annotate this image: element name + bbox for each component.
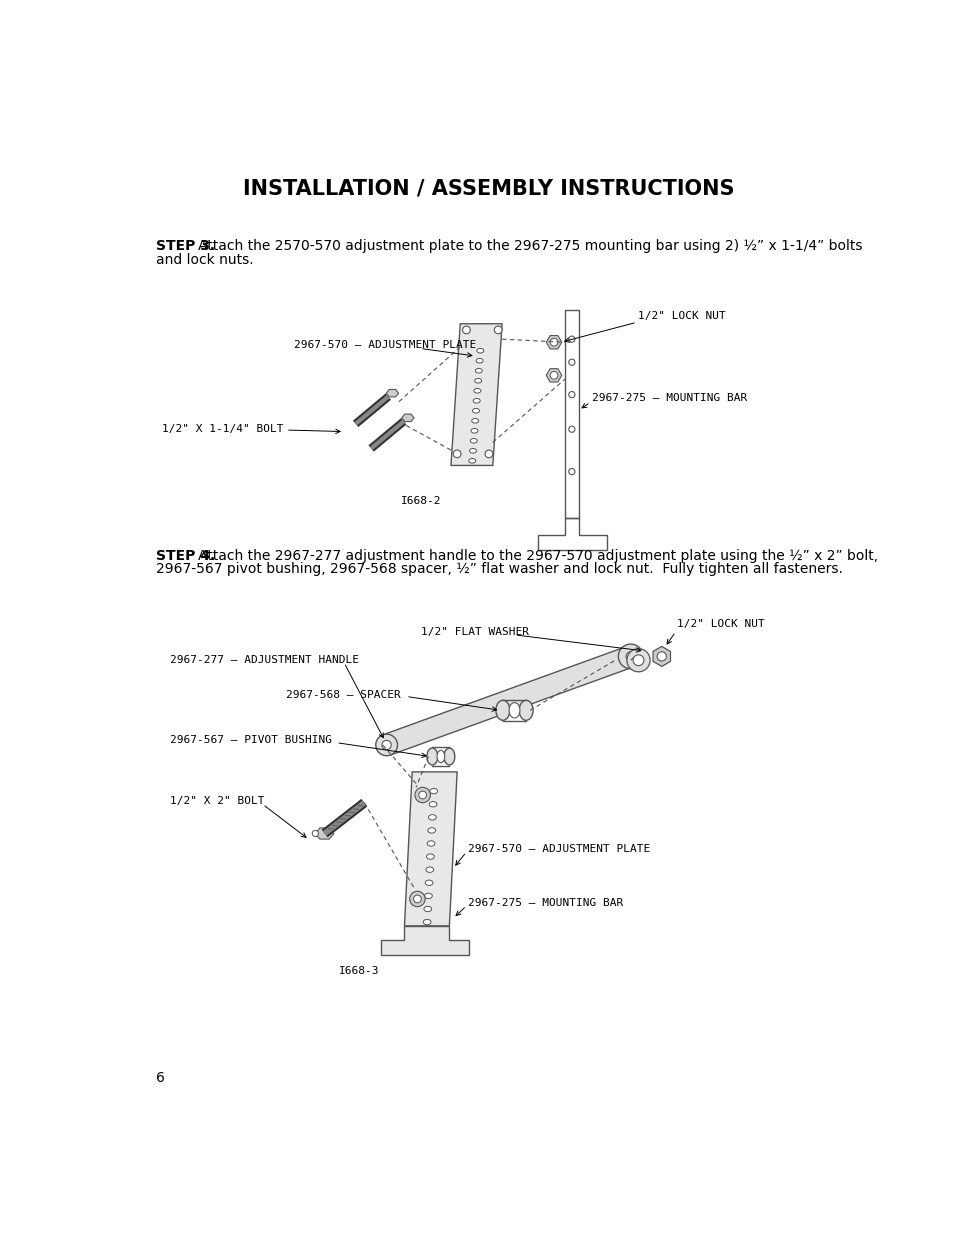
Polygon shape [546,369,561,382]
Text: I668-2: I668-2 [401,496,441,506]
Text: 1/2" X 2" BOLT: 1/2" X 2" BOLT [170,797,264,806]
Ellipse shape [472,409,479,412]
Ellipse shape [430,788,437,794]
Circle shape [550,372,558,379]
Text: INSTALLATION / ASSEMBLY INSTRUCTIONS: INSTALLATION / ASSEMBLY INSTRUCTIONS [243,178,734,199]
Text: Attach the 2570-570 adjustment plate to the 2967-275 mounting bar using 2) ½” x : Attach the 2570-570 adjustment plate to … [197,240,862,253]
Text: 2967-275 – MOUNTING BAR: 2967-275 – MOUNTING BAR [468,898,622,908]
Circle shape [484,450,493,458]
Polygon shape [404,772,456,926]
Text: 2967-277 – ADJUSTMENT HANDLE: 2967-277 – ADJUSTMENT HANDLE [170,656,358,666]
Circle shape [418,792,426,799]
Ellipse shape [470,438,476,443]
Text: 2967-570 – ADJUSTMENT PLATE: 2967-570 – ADJUSTMENT PLATE [468,844,650,853]
Ellipse shape [474,389,480,393]
Circle shape [625,652,635,661]
Circle shape [375,734,397,756]
Circle shape [494,326,501,333]
Ellipse shape [426,853,434,860]
Ellipse shape [496,700,509,720]
Text: 1/2" X 1-1/4" BOLT: 1/2" X 1-1/4" BOLT [162,425,283,435]
Ellipse shape [423,906,431,911]
Ellipse shape [425,881,433,885]
Text: 2967-568 – SPACER: 2967-568 – SPACER [286,690,400,700]
Polygon shape [386,389,398,396]
Polygon shape [653,646,670,667]
Ellipse shape [471,419,478,424]
Text: STEP 3.: STEP 3. [155,240,214,253]
Ellipse shape [469,448,476,453]
Circle shape [409,892,425,906]
Ellipse shape [509,703,519,718]
Ellipse shape [428,815,436,820]
Text: 2967-275 – MOUNTING BAR: 2967-275 – MOUNTING BAR [592,394,746,404]
Ellipse shape [424,893,432,899]
Polygon shape [381,926,468,955]
Text: STEP 4.: STEP 4. [155,548,214,563]
Ellipse shape [473,399,479,403]
Polygon shape [315,827,334,839]
Ellipse shape [436,751,444,763]
Ellipse shape [423,919,431,925]
Ellipse shape [425,867,434,872]
Circle shape [312,830,318,836]
Text: 2967-567 pivot bushing, 2967-568 spacer, ½” flat washer and lock nut.  Fully tig: 2967-567 pivot bushing, 2967-568 spacer,… [155,562,841,577]
Text: 1/2" LOCK NUT: 1/2" LOCK NUT [638,311,725,321]
Text: 1/2" LOCK NUT: 1/2" LOCK NUT [677,619,764,629]
Text: Attach the 2967-277 adjustment handle to the 2967-570 adjustment plate using the: Attach the 2967-277 adjustment handle to… [198,548,878,563]
Circle shape [415,787,430,803]
Ellipse shape [476,358,482,363]
Ellipse shape [427,827,436,834]
Ellipse shape [443,748,455,764]
Circle shape [550,338,558,346]
Ellipse shape [427,748,437,764]
Circle shape [381,740,391,750]
Text: 2967-570 – ADJUSTMENT PLATE: 2967-570 – ADJUSTMENT PLATE [294,340,476,350]
Ellipse shape [475,378,481,383]
Text: 1/2" FLAT WASHER: 1/2" FLAT WASHER [421,626,529,637]
Polygon shape [546,336,561,350]
Ellipse shape [476,348,483,353]
Circle shape [633,655,643,666]
Circle shape [413,895,421,903]
Circle shape [626,648,649,672]
Text: I668-3: I668-3 [339,966,379,976]
Ellipse shape [468,458,476,463]
Ellipse shape [518,700,533,720]
Polygon shape [382,646,634,755]
Ellipse shape [475,368,482,373]
Ellipse shape [427,841,435,846]
Text: and lock nuts.: and lock nuts. [155,253,253,267]
Circle shape [453,450,460,458]
Ellipse shape [471,429,477,433]
Circle shape [462,326,470,333]
Text: 2967-567 – PIVOT BUSHING: 2967-567 – PIVOT BUSHING [170,735,332,745]
Polygon shape [401,414,414,421]
Ellipse shape [429,802,436,806]
Text: 6: 6 [155,1071,164,1086]
Polygon shape [451,324,501,466]
Circle shape [657,652,666,661]
Circle shape [618,645,642,668]
